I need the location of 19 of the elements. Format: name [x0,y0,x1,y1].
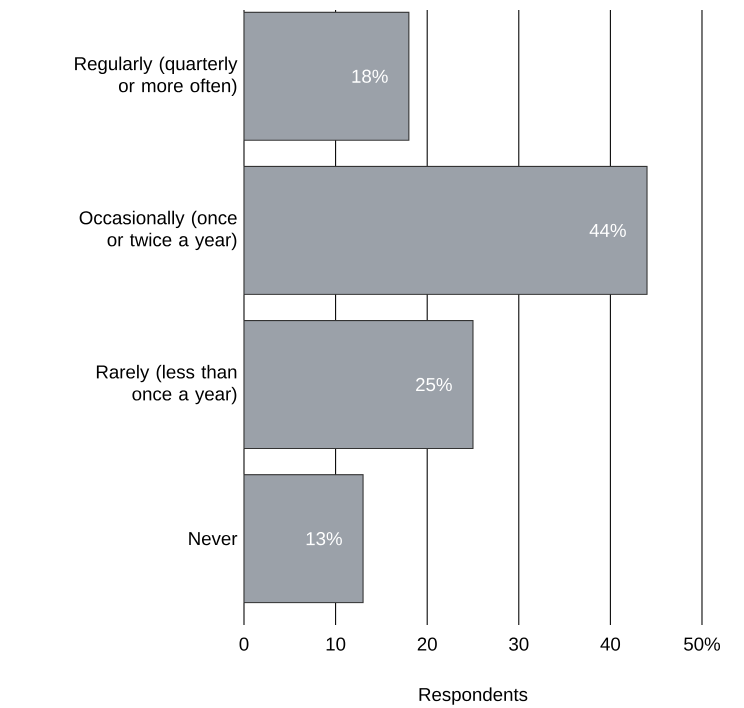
y-tick-label: Occasionally (once or twice a year) [80,210,237,250]
x-tick-label: 0 [240,637,248,651]
y-tick-label: Never [189,532,238,546]
bar [243,166,648,295]
bar [243,474,364,604]
x-tick-label: 10 [326,637,346,651]
data-label: 13% [306,532,342,546]
data-label: 44% [590,224,626,237]
x-tick-label: 20 [418,637,437,651]
data-label: 25% [416,378,452,392]
x-tick-label: 50% [684,637,720,651]
bar [243,320,474,450]
data-label: 18% [352,70,388,83]
x-axis-title: Respondents [420,687,528,705]
y-tick-label: Rarely (less than once a year) [96,364,236,404]
x-tick-label: 30 [509,637,528,651]
x-tick-label: 40 [600,637,620,651]
bar [243,12,410,141]
y-tick-label: Regularly (quarterly or more often) [75,56,238,96]
